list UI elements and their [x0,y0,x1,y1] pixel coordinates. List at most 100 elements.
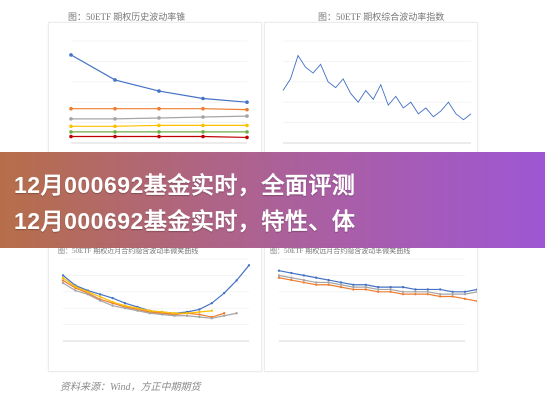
data-point [113,134,117,139]
source-note: 资料来源：Wind，方正中期期货 [60,382,201,393]
data-point [198,310,201,314]
data-point [201,115,205,119]
data-point [302,278,305,282]
data-point [426,290,429,293]
data-point [201,106,205,111]
data-point [277,274,281,277]
data-point [111,296,114,300]
data-point [352,288,355,291]
data-point [451,295,454,298]
data-point [302,274,305,277]
data-point [463,292,467,296]
data-point [148,312,151,315]
data-point [245,135,249,140]
data-point [339,285,343,289]
data-point [389,288,392,291]
series-line [62,264,250,314]
data-point [315,283,318,286]
data-point [476,290,479,293]
data-point [99,293,102,296]
panel-near-smile [48,244,262,372]
data-point [136,307,139,310]
data-point [223,314,226,317]
data-point [61,276,65,280]
data-point [173,312,176,315]
data-point [389,290,392,293]
data-point [315,276,318,279]
data-point [113,106,117,111]
data-point [451,292,454,296]
data-point [61,281,65,285]
data-point [327,281,330,284]
data-point [290,276,293,279]
data-point [277,269,281,272]
series-line [278,270,515,293]
banner-line-1: 12月000692基金实时，全面评测 [14,172,356,198]
data-point [414,292,417,296]
data-point [69,130,73,134]
data-point [352,285,355,289]
data-point [201,96,205,101]
data-point [290,271,293,275]
panel-far-smile [264,244,516,372]
data-point [302,281,305,284]
data-point [223,312,226,315]
data-point [157,116,161,120]
data-point [201,134,205,139]
data-point [463,297,467,301]
data-point [123,304,127,307]
panel-vix [264,22,478,159]
data-point [136,309,139,312]
data-point [61,274,65,277]
data-point [113,78,117,82]
data-point [223,291,226,295]
data-point [61,279,65,282]
series-line [62,279,225,318]
data-point [315,281,318,284]
series-line [70,54,248,103]
data-point [245,130,249,134]
series-line [278,274,490,295]
data-point [161,313,164,316]
data-point [451,290,454,293]
caption-near-smile: 图：50ETF 期权近月合约隐含波动率微笑曲线 [58,247,199,255]
far-smile-chart [277,258,516,343]
data-point [439,295,442,298]
data-point [414,290,417,293]
data-point [157,89,161,93]
data-point [111,304,114,307]
data-point [339,281,343,284]
data-point [123,301,127,305]
data-point [201,123,205,128]
data-point [426,288,429,291]
data-point [123,307,127,310]
data-point [111,300,114,304]
data-point [463,290,467,293]
data-point [377,285,380,289]
data-point [426,292,429,296]
data-point [245,100,249,104]
data-point [352,283,355,286]
near-smile-chart [61,258,251,342]
series-line [282,54,472,121]
data-point [69,134,73,139]
data-point [245,123,249,128]
data-point [277,276,281,279]
data-point [198,313,201,316]
data-point [290,278,293,282]
data-point [414,288,417,291]
hv-cone-chart [69,40,249,144]
data-point [327,283,330,286]
panel-hv-cone [48,22,262,159]
data-point [235,312,238,315]
data-point [401,290,405,293]
data-point [377,290,380,293]
data-point [339,283,343,286]
data-point [148,309,151,312]
data-point [198,308,201,311]
caption-hv-cone: 图：50ETF 期权历史波动率锥 [68,12,186,22]
data-point [439,292,442,296]
vix-chart [282,40,472,144]
data-point [185,312,189,315]
data-point [157,130,161,134]
